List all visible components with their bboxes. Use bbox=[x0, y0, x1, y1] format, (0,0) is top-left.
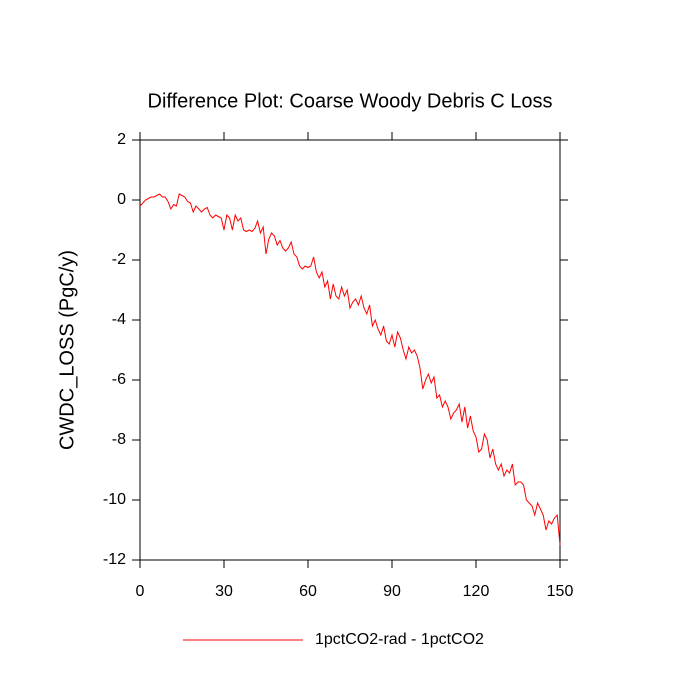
plot-frame bbox=[139, 139, 561, 561]
y-tick-label: -4 bbox=[112, 311, 126, 328]
y-tick-label: 0 bbox=[117, 191, 126, 208]
y-axis-label: CWDC_LOSS (PgC/y) bbox=[56, 250, 78, 450]
y-tick-label: -12 bbox=[103, 551, 126, 568]
x-tick-label: 30 bbox=[215, 583, 233, 600]
y-tick-label: 2 bbox=[117, 131, 126, 148]
y-tick-label: -6 bbox=[112, 371, 126, 388]
y-tick-label: -8 bbox=[112, 431, 126, 448]
x-tick-label: 150 bbox=[547, 583, 574, 600]
y-tick-label: -2 bbox=[112, 251, 126, 268]
x-tick-label: 0 bbox=[136, 583, 145, 600]
x-tick-label: 90 bbox=[383, 583, 401, 600]
legend-label: 1pctCO2-rad - 1pctCO2 bbox=[315, 631, 484, 648]
y-tick-label: -10 bbox=[103, 491, 126, 508]
x-tick-label: 60 bbox=[299, 583, 317, 600]
x-tick-label: 120 bbox=[463, 583, 490, 600]
chart-title: Difference Plot: Coarse Woody Debris C L… bbox=[148, 90, 553, 112]
data-line bbox=[139, 193, 561, 546]
